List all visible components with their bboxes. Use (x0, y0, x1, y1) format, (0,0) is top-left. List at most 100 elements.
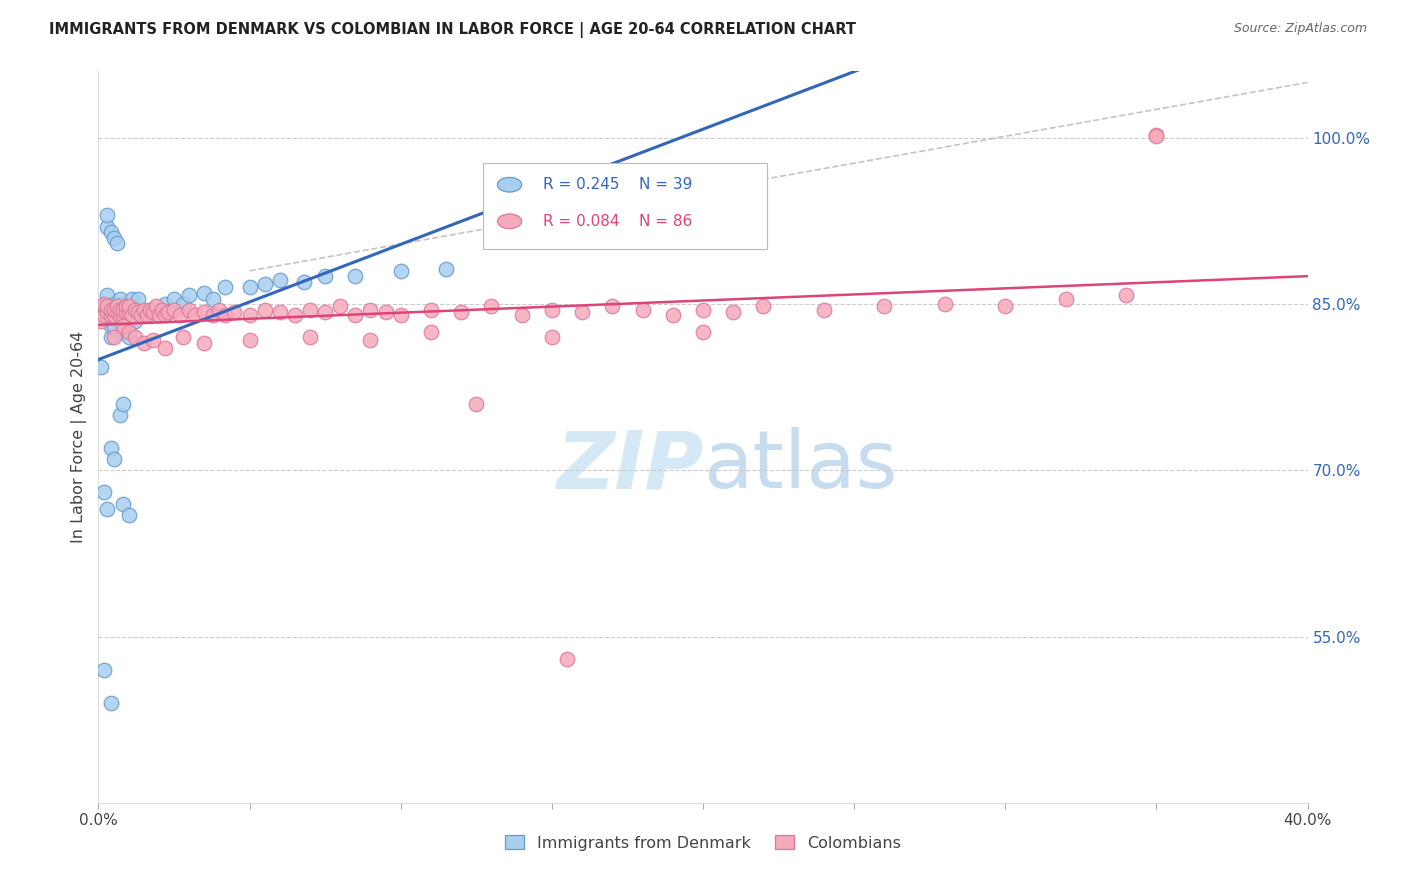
Point (100, 302, 122, 317)
Point (420, 302, 443, 317)
Point (314, 269, 336, 284)
Point (269, 305, 291, 319)
Point (1115, 288, 1137, 302)
Text: ZIP: ZIP (555, 427, 703, 506)
Point (420, 325, 443, 339)
Point (224, 305, 246, 319)
Point (150, 302, 173, 317)
Point (153, 342, 176, 356)
Point (103, 302, 125, 317)
Point (105, 305, 128, 319)
Point (344, 269, 367, 284)
Point (314, 305, 336, 319)
Point (389, 264, 412, 278)
Point (208, 302, 231, 317)
Point (156, 305, 179, 319)
Point (172, 330, 194, 344)
Point (139, 302, 162, 317)
Point (994, 299, 1017, 313)
Point (692, 302, 714, 317)
Point (105, 308, 128, 322)
Point (374, 305, 396, 319)
Point (193, 335, 215, 350)
Point (96, 305, 118, 319)
Text: Source: ZipAtlas.com: Source: ZipAtlas.com (1233, 22, 1367, 36)
Point (214, 280, 236, 294)
Point (93, 308, 115, 322)
Point (111, 497, 134, 511)
Point (202, 292, 225, 306)
Point (124, 314, 146, 328)
Point (142, 333, 165, 347)
Point (292, 275, 315, 289)
Point (100, 696, 122, 710)
Point (148, 302, 170, 317)
Point (103, 330, 125, 344)
Point (239, 333, 262, 347)
Point (465, 397, 488, 411)
Point (299, 302, 322, 317)
Point (111, 325, 134, 339)
Point (193, 305, 215, 319)
Point (389, 308, 412, 322)
Point (124, 302, 146, 317)
Point (153, 297, 176, 311)
Point (100, 308, 122, 322)
Point (510, 308, 533, 322)
Point (139, 302, 162, 317)
Point (111, 302, 134, 317)
Point (127, 292, 149, 306)
Point (121, 308, 143, 322)
Point (193, 285, 215, 300)
Point (132, 308, 155, 322)
Point (692, 325, 714, 339)
Point (723, 305, 745, 319)
Point (118, 508, 141, 522)
Point (103, 452, 125, 467)
Point (555, 651, 578, 665)
Point (103, 302, 125, 317)
Point (90, 360, 112, 375)
Point (96, 308, 118, 322)
Point (344, 308, 367, 322)
Legend: Immigrants from Denmark, Colombians: Immigrants from Denmark, Colombians (499, 829, 907, 857)
Point (127, 305, 149, 319)
Point (105, 308, 128, 322)
Point (299, 330, 322, 344)
Point (96, 288, 118, 302)
Point (661, 308, 683, 322)
Point (100, 330, 122, 344)
Point (329, 299, 352, 313)
Text: IMMIGRANTS FROM DENMARK VS COLOMBIAN IN LABOR FORCE | AGE 20-64 CORRELATION CHAR: IMMIGRANTS FROM DENMARK VS COLOMBIAN IN … (49, 22, 856, 38)
Point (108, 302, 131, 317)
Point (100, 225, 122, 239)
Point (214, 308, 236, 322)
Point (284, 308, 307, 322)
Point (269, 273, 291, 287)
Point (105, 236, 128, 251)
Text: R = 0.245    N = 39: R = 0.245 N = 39 (543, 178, 693, 193)
Point (1144, 128, 1167, 143)
Point (114, 302, 136, 317)
Point (172, 297, 194, 311)
Point (202, 308, 225, 322)
Text: R = 0.084    N = 86: R = 0.084 N = 86 (543, 214, 693, 229)
Point (169, 308, 191, 322)
Point (1054, 292, 1077, 306)
Point (153, 308, 176, 322)
Point (148, 308, 170, 322)
Circle shape (498, 214, 522, 228)
Point (142, 305, 165, 319)
Point (100, 319, 122, 334)
Point (103, 319, 125, 334)
Point (132, 335, 155, 350)
Point (132, 302, 155, 317)
FancyBboxPatch shape (482, 163, 768, 249)
Point (96, 299, 118, 313)
Point (184, 308, 207, 322)
Point (93, 299, 115, 313)
Text: atlas: atlas (703, 427, 897, 506)
Point (163, 302, 186, 317)
Point (145, 299, 167, 313)
Point (111, 308, 134, 322)
